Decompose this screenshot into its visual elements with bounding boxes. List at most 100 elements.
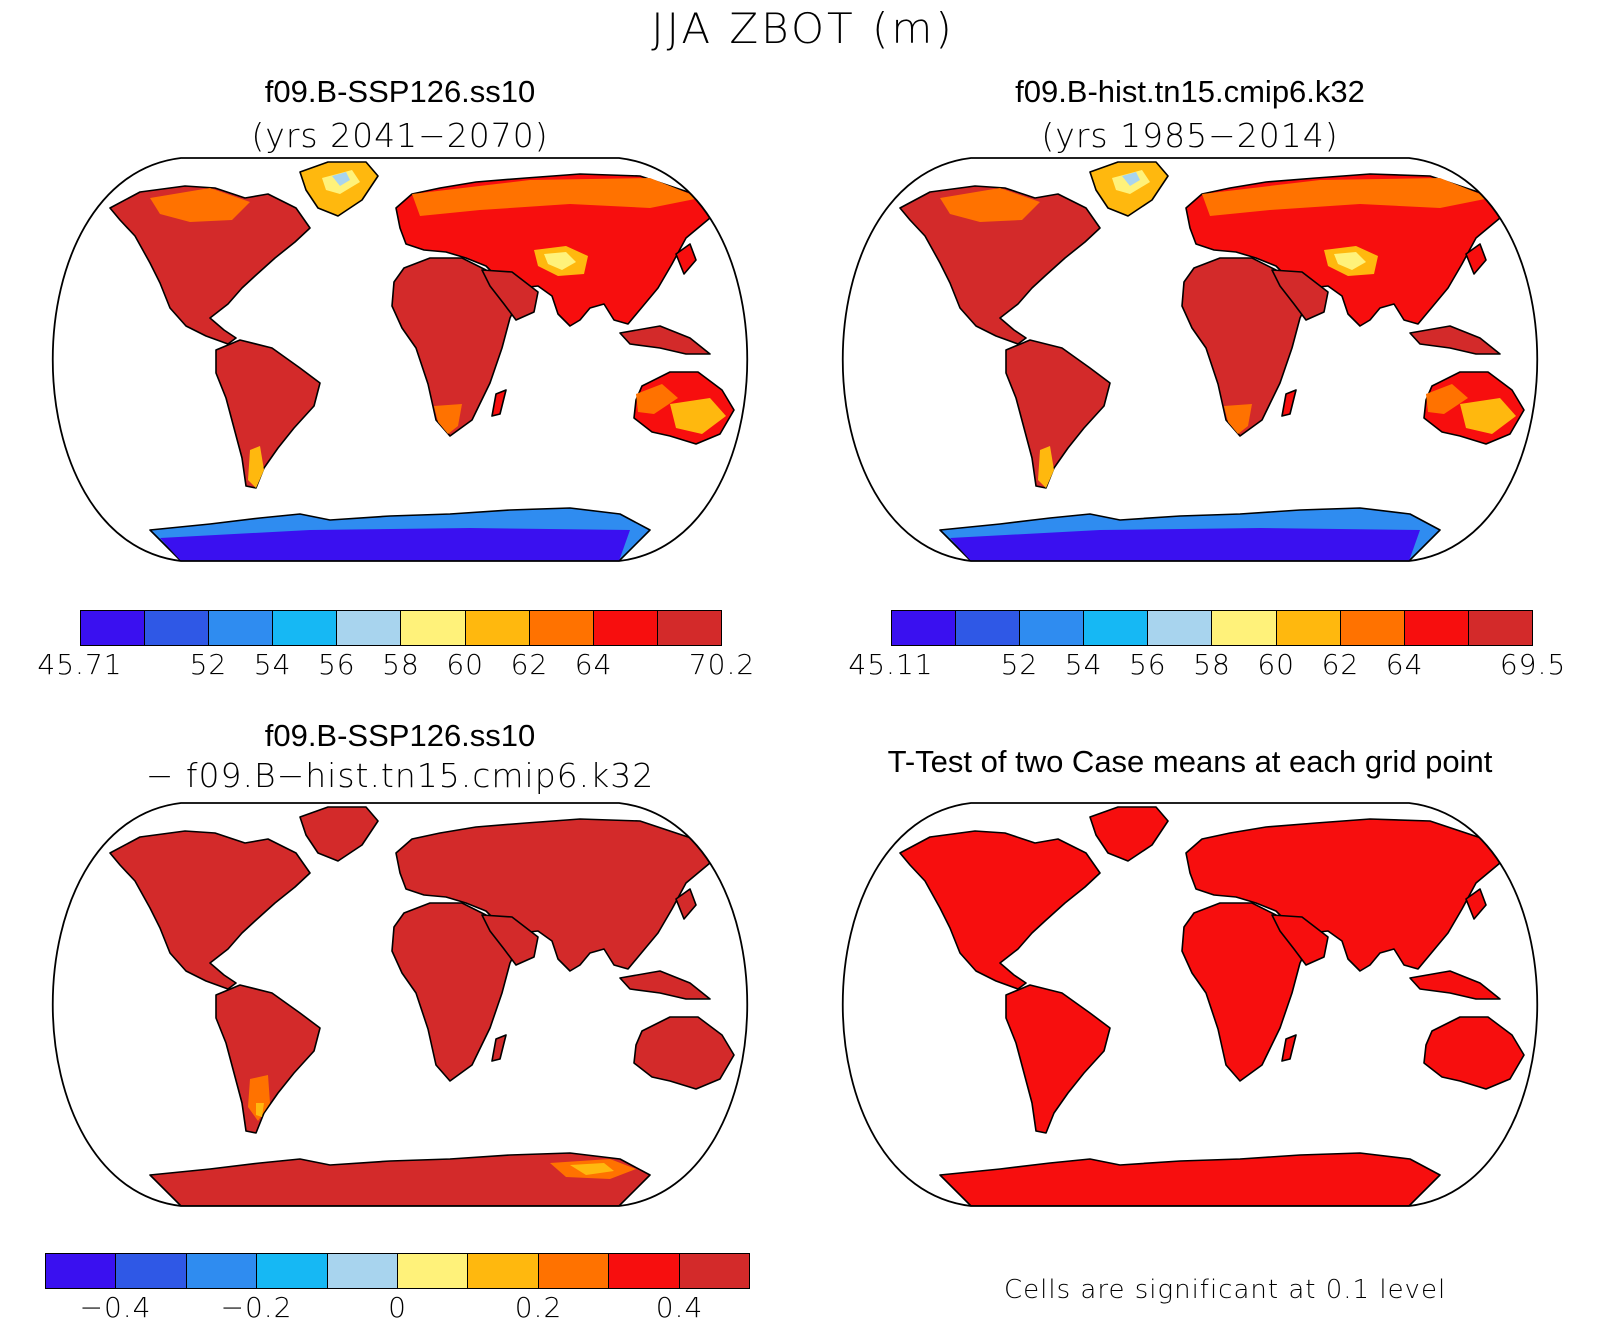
colorbar-swatch: [1212, 611, 1277, 645]
colorbar-swatch: [145, 611, 210, 645]
colorbar-labels: −0.4 −0.2 0 0.2 0.4: [45, 1289, 750, 1329]
colorbar-boxes: [80, 610, 722, 646]
colorbar-labels: 45.11 52 54 56 58 60 62 64 69.5: [848, 646, 1565, 686]
colorbar-tick-label: 60: [1257, 648, 1296, 681]
panel2-years: (yrs 1985−2014): [1041, 116, 1339, 155]
panel4-ttest-title: T-Test of two Case means at each grid po…: [887, 744, 1493, 779]
figure-title: JJA ZBOT (m): [651, 4, 955, 53]
map-border: [52, 157, 748, 562]
colorbar-tick-label: 52: [1000, 648, 1039, 681]
colorbar-tick-label: 70.2: [688, 648, 756, 681]
map-border: [52, 802, 748, 1207]
landmass-australia: [633, 1016, 735, 1090]
colorbar-swatch: [1020, 611, 1085, 645]
colorbar-swatch: [337, 611, 402, 645]
landmass-australia: [1423, 1016, 1525, 1090]
colorbar-swatch: [529, 611, 594, 645]
world-map-case2: [842, 157, 1538, 562]
landmass-greenland: [1089, 806, 1169, 862]
landmass-arabia: [481, 914, 539, 966]
contour-south-andes-core: [256, 1103, 264, 1117]
colorbar-tick-label: 58: [1193, 648, 1231, 681]
colorbar-swatch: [679, 1254, 750, 1288]
colorbar-swatch: [1340, 611, 1405, 645]
map-panel-case2: [800, 157, 1580, 562]
landmass-new-zealand: [743, 419, 748, 449]
colorbar-tick-label: 62: [510, 648, 549, 681]
contour-greenland-ice-core: [1122, 172, 1140, 186]
colorbar-swatch: [956, 611, 1021, 645]
colorbar-boxes: [45, 1253, 750, 1289]
landmass-africa: [391, 257, 521, 437]
contour-west-australia-band: [636, 384, 678, 414]
landmass-se-asia-islands: [1409, 970, 1501, 1000]
colorbar-swatch: [209, 611, 274, 645]
landmass-new-zealand: [743, 1064, 748, 1094]
colorbar-tick-label: −0.2: [220, 1291, 293, 1324]
colorbar-tick-label: 64: [1385, 648, 1424, 681]
landmass-se-asia-islands: [619, 970, 711, 1000]
landmass-south-america: [1005, 339, 1111, 489]
landmass-japan: [675, 243, 697, 275]
landmass-north-america: [899, 185, 1101, 345]
colorbar-swatch: [657, 611, 721, 645]
world-map-difference: [52, 802, 748, 1207]
colorbar-tick-label: 56: [1128, 648, 1167, 681]
contour-east-australia-band: [670, 398, 726, 434]
colorbar-swatch: [257, 1254, 328, 1288]
contour-south-africa-band: [434, 404, 462, 434]
world-map-case1: [52, 157, 748, 562]
colorbar-tick-label: 64: [574, 648, 613, 681]
colorbar-tick-label: 62: [1321, 648, 1360, 681]
map-panel-case1: [10, 157, 790, 562]
contour-south-africa-band: [1224, 404, 1252, 434]
colorbar-tick-label: 0: [388, 1291, 407, 1324]
colorbar-tick-label: 58: [382, 648, 420, 681]
contour-andes-south: [1038, 446, 1054, 488]
landmass-arabia: [1271, 914, 1329, 966]
colorbar-tick-label: 60: [446, 648, 485, 681]
colorbar-swatch: [1404, 611, 1469, 645]
contour-south-andes-anomaly: [248, 1075, 270, 1121]
landmass-north-america: [109, 830, 311, 990]
colorbar-tick-label: 69.5: [1499, 648, 1567, 681]
landmass-madagascar: [1281, 1034, 1297, 1062]
landmass-arabia: [481, 269, 539, 321]
colorbar-difference: −0.4 −0.2 0 0.2 0.4: [45, 1253, 750, 1329]
map-panel-ttest: [800, 802, 1580, 1207]
contour-andes-south: [248, 446, 264, 488]
contour-east-antarctica-core: [570, 1163, 614, 1175]
landmass-antarctica: [149, 1152, 651, 1206]
colorbar-swatch: [327, 1254, 399, 1288]
colorbar-tick-label: 0.4: [655, 1291, 704, 1324]
colorbar-tick-label: 56: [317, 648, 356, 681]
landmass-eurasia: [1185, 818, 1501, 972]
landmass-se-asia-islands: [1409, 325, 1501, 355]
panel3-case-title: f09.B-SSP126.ss10: [264, 718, 536, 753]
map-panel-difference: [10, 802, 790, 1207]
contour-east-australia-band: [1460, 398, 1516, 434]
colorbar-case2: 45.11 52 54 56 58 60 62 64 69.5: [848, 610, 1565, 686]
colorbar-tick-label: 54: [1064, 648, 1103, 681]
landmass-japan: [1465, 888, 1487, 920]
colorbar-swatch: [465, 611, 530, 645]
map-border: [842, 157, 1538, 562]
colorbar-swatch: [892, 611, 957, 645]
contour-north-canada-band: [940, 188, 1040, 222]
colorbar-labels: 45.71 52 54 56 58 60 62 64 70.2: [37, 646, 754, 686]
landmass-greenland: [299, 806, 379, 862]
panel2-case-title: f09.B-hist.tn15.cmip6.k32: [1015, 74, 1365, 109]
contour-north-canada-band: [150, 188, 250, 222]
landmass-madagascar: [1281, 389, 1297, 417]
landmass-north-america: [899, 830, 1101, 990]
colorbar-case1: 45.71 52 54 56 58 60 62 64 70.2: [37, 610, 754, 686]
colorbar-swatch: [538, 1254, 610, 1288]
colorbar-tick-label: −0.4: [79, 1291, 152, 1324]
contour-north-eurasia-band: [1202, 178, 1490, 216]
colorbar-swatch: [593, 611, 658, 645]
colorbar-tick-label: 54: [253, 648, 292, 681]
landmass-south-america: [215, 984, 321, 1134]
landmass-africa: [1181, 257, 1311, 437]
landmass-new-zealand: [1533, 1064, 1538, 1094]
landmass-japan: [1465, 243, 1487, 275]
